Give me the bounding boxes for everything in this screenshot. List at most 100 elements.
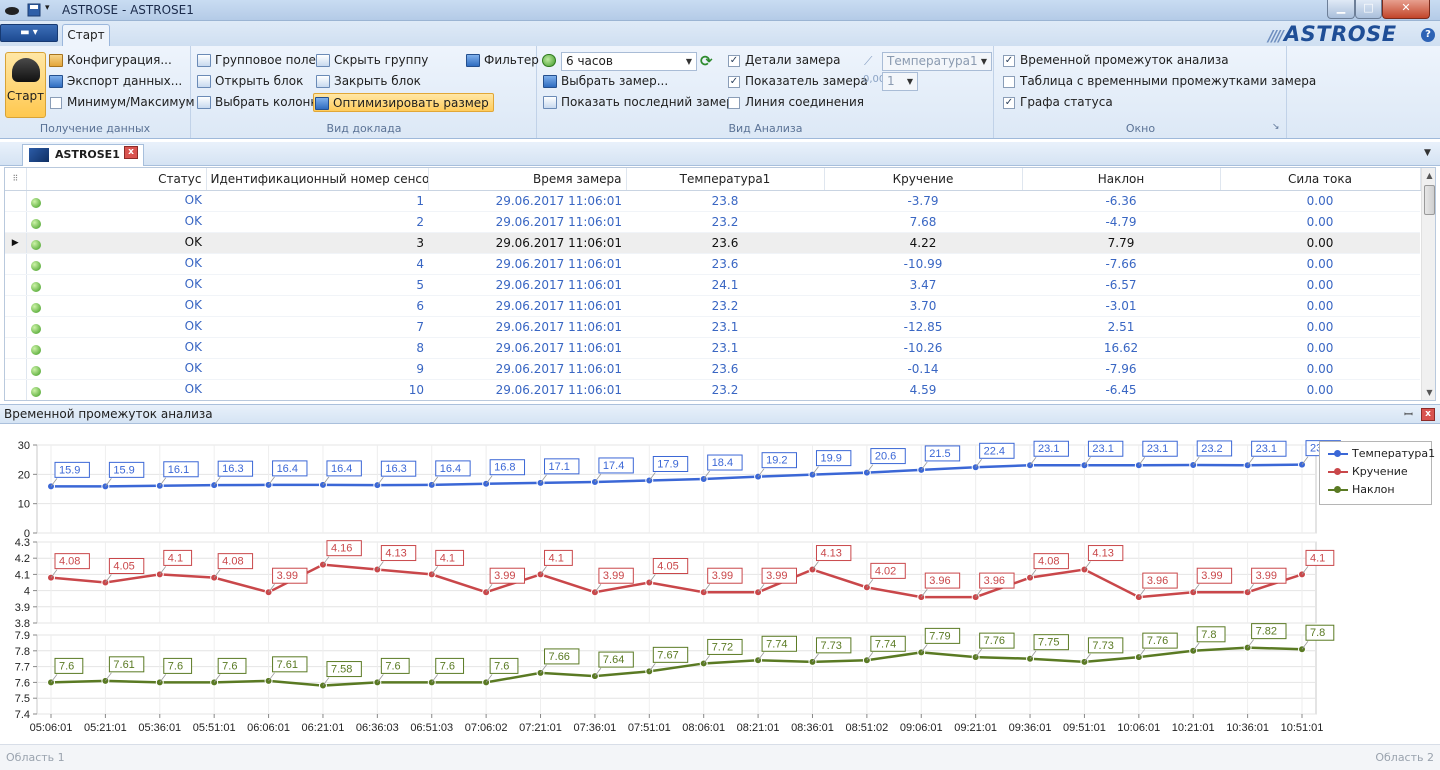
table-row[interactable]: OK 7 29.06.2017 11:06:01 23.1 -12.85 2.51 0.00 — [5, 316, 1420, 338]
open-block-button[interactable]: Открыть блок — [196, 72, 303, 91]
close-block-button[interactable]: Закрыть блок — [315, 72, 421, 91]
twist-cell: -10.26 — [824, 337, 1022, 359]
minmax-checkbox[interactable]: Минимум/Максимум — [50, 93, 195, 112]
column-header-time[interactable]: Время замера — [428, 168, 627, 191]
document-tab[interactable]: ASTROSE1 — [22, 144, 144, 166]
data-label: 7.74 — [875, 638, 896, 650]
minimize-button[interactable]: ▁ — [1327, 0, 1355, 19]
title-bar: ▾ ASTROSE - ASTROSE1 ▁ □ ✕ — [0, 0, 1440, 21]
group-window: ✓ Временной промежуток анализа Таблица с … — [995, 46, 1316, 138]
scroll-down-icon[interactable]: ▼ — [1426, 388, 1433, 397]
status-ok-icon — [30, 261, 41, 271]
precision-select[interactable]: 1 ▼ — [882, 72, 918, 91]
data-label-box — [1033, 634, 1069, 651]
tab-start[interactable]: Старт — [62, 24, 110, 46]
status-column-checkbox[interactable]: ✓ Графа статуса — [1003, 93, 1113, 112]
column-header-twist[interactable]: Кручение — [824, 168, 1023, 191]
data-label: 7.58 — [331, 664, 352, 676]
column-header-sensor-id[interactable]: Идентификационный номер сенсора — [206, 168, 429, 191]
app-menu-button[interactable]: ▬ ▾ — [0, 24, 58, 42]
details-checkbox[interactable]: ✓ Детали замера — [728, 51, 841, 70]
row-indicator[interactable] — [5, 253, 27, 275]
time-range-checkbox[interactable]: ✓ Временной промежуток анализа — [1003, 51, 1229, 70]
data-label-leader — [213, 569, 221, 578]
column-header-current[interactable]: Сила тока — [1220, 168, 1421, 191]
row-indicator[interactable] — [5, 295, 27, 317]
select-measurement-button[interactable]: Выбрать замер... — [542, 72, 668, 91]
select-column-label: Выбрать колонку — [215, 95, 325, 109]
row-indicator[interactable] — [5, 190, 27, 212]
table-row[interactable]: OK 5 29.06.2017 11:06:01 24.1 3.47 -6.57 0.00 — [5, 274, 1420, 296]
close-panel-icon[interactable]: x — [1421, 408, 1435, 421]
table-row[interactable]: OK 4 29.06.2017 11:06:01 23.6 -10.99 -7.66 0.0… — [5, 253, 1420, 275]
column-header-temperature[interactable]: Температура1 — [626, 168, 825, 191]
group-field-button[interactable]: Групповое поле — [196, 51, 316, 70]
column-header-status[interactable]: Статус — [26, 168, 207, 191]
hide-group-button[interactable]: Скрыть группу — [315, 51, 428, 70]
legend-item[interactable]: Кручение — [1326, 463, 1425, 481]
pin-icon[interactable]: ꟷ — [1404, 408, 1413, 421]
table-row[interactable]: OK 2 29.06.2017 11:06:01 23.2 7.68 -4.79 0.00 — [5, 211, 1420, 233]
optimize-size-button[interactable]: Оптимизировать размер — [313, 93, 494, 112]
logo-stripes-icon: //// — [1268, 27, 1284, 45]
help-icon[interactable]: ? — [1421, 28, 1435, 42]
time-cell: 29.06.2017 11:06:01 — [428, 295, 626, 317]
x-tick-label: 05:21:01 — [84, 722, 127, 734]
connection-line-checkbox[interactable]: Линия соединения — [728, 93, 864, 112]
export-data-button[interactable]: Экспорт данных... — [48, 72, 182, 91]
tab-list-dropdown-icon[interactable]: ▼ — [1424, 148, 1431, 158]
scroll-up-icon[interactable]: ▲ — [1426, 171, 1433, 180]
data-point — [373, 678, 382, 687]
refresh-icon[interactable]: ⟳ — [700, 52, 713, 70]
data-label-leader — [1029, 650, 1037, 659]
table-row[interactable]: OK 10 29.06.2017 11:06:01 23.2 4.59 -6.45 0.00 — [5, 379, 1420, 400]
save-icon[interactable] — [27, 3, 41, 17]
data-label-leader — [866, 579, 874, 588]
table-row[interactable]: OK 8 29.06.2017 11:06:01 23.1 -10.26 16.62 0.0… — [5, 337, 1420, 359]
legend-item[interactable]: Температура1 — [1326, 445, 1435, 463]
table-row[interactable]: OK 1 29.06.2017 11:06:01 23.8 -3.79 -6.36 0.00 — [5, 190, 1420, 212]
decimal-precision-icon: 0,00 — [863, 74, 886, 85]
channel-select[interactable]: Температура1 ▼ — [882, 52, 992, 71]
row-indicator[interactable]: ▶ — [5, 232, 27, 254]
maximize-button[interactable]: □ — [1355, 0, 1382, 19]
time-cell: 29.06.2017 11:06:01 — [428, 232, 626, 254]
show-last-measurement-button[interactable]: Показать последний замер — [542, 93, 734, 112]
close-document-icon[interactable]: x — [124, 146, 138, 159]
row-indicator[interactable] — [5, 358, 27, 380]
table-ranges-checkbox[interactable]: Таблица с временными промежутками замера — [1003, 72, 1316, 91]
current-cell: 0.00 — [1220, 358, 1420, 380]
current-cell: 0.00 — [1220, 232, 1420, 254]
status-column-check-icon: ✓ — [1003, 97, 1015, 109]
indicator-checkbox[interactable]: ✓ Показатель замера — [728, 72, 868, 91]
row-indicator[interactable] — [5, 316, 27, 338]
scrollbar-thumb[interactable] — [1424, 185, 1435, 215]
configuration-button[interactable]: Конфигурация... — [48, 51, 172, 70]
data-label: 17.1 — [549, 461, 570, 473]
select-column-button[interactable]: Выбрать колонку — [196, 93, 325, 112]
column-header-tilt[interactable]: Наклон — [1022, 168, 1221, 191]
data-label-leader — [213, 476, 221, 486]
table-row[interactable]: OK 6 29.06.2017 11:06:01 23.2 3.70 -3.01 0.00 — [5, 295, 1420, 317]
period-select[interactable]: 6 часов ▼ — [561, 52, 697, 71]
close-window-button[interactable]: ✕ — [1382, 0, 1430, 19]
quick-access-dropdown-icon[interactable]: ▾ — [45, 3, 50, 13]
data-label-box — [979, 442, 1015, 459]
sensor-id-cell: 2 — [206, 211, 428, 233]
data-label-leader — [1192, 642, 1200, 652]
data-point — [210, 573, 219, 582]
filter-button[interactable]: Фильтер — [465, 51, 539, 70]
row-indicator[interactable] — [5, 211, 27, 233]
legend-item[interactable]: Наклон — [1326, 481, 1425, 499]
chevron-down-icon: ▼ — [685, 57, 693, 66]
table-row[interactable]: ▶ OK 3 29.06.2017 11:06:01 23.6 4.22 7.79 0.00 — [5, 232, 1420, 254]
row-indicator[interactable] — [5, 337, 27, 359]
data-label-leader — [431, 476, 439, 486]
table-scrollbar[interactable]: ▲ ▼ — [1421, 168, 1435, 400]
dialog-launcher-icon[interactable]: ↘ — [1272, 122, 1280, 132]
row-indicator[interactable] — [5, 274, 27, 296]
table-row[interactable]: OK 9 29.06.2017 11:06:01 23.6 -0.14 -7.96 0.00 — [5, 358, 1420, 380]
current-cell: 0.00 — [1220, 253, 1420, 275]
start-button[interactable]: Старт — [5, 52, 46, 118]
row-indicator[interactable] — [5, 379, 27, 400]
